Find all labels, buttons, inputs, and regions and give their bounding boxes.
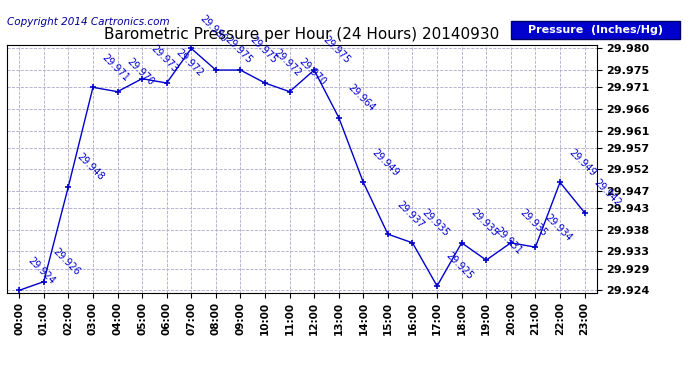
Text: 29.973: 29.973 bbox=[149, 44, 180, 75]
Text: 29.931: 29.931 bbox=[493, 225, 524, 256]
Text: 29.980: 29.980 bbox=[198, 13, 229, 44]
Text: 29.942: 29.942 bbox=[591, 177, 622, 209]
Text: 29.937: 29.937 bbox=[395, 199, 426, 230]
Text: 29.935: 29.935 bbox=[469, 208, 500, 238]
Text: 29.925: 29.925 bbox=[444, 251, 475, 282]
Text: 29.924: 29.924 bbox=[26, 255, 57, 286]
Text: 29.948: 29.948 bbox=[75, 152, 106, 183]
Text: Pressure  (Inches/Hg): Pressure (Inches/Hg) bbox=[528, 25, 662, 35]
Text: 29.972: 29.972 bbox=[272, 48, 303, 79]
Text: 29.975: 29.975 bbox=[321, 35, 352, 66]
Title: Barometric Pressure per Hour (24 Hours) 20140930: Barometric Pressure per Hour (24 Hours) … bbox=[104, 27, 500, 42]
Text: 29.934: 29.934 bbox=[542, 212, 573, 243]
Text: Copyright 2014 Cartronics.com: Copyright 2014 Cartronics.com bbox=[7, 17, 170, 27]
Text: 29.964: 29.964 bbox=[346, 82, 377, 113]
Text: 29.972: 29.972 bbox=[174, 48, 205, 79]
Text: 29.935: 29.935 bbox=[518, 208, 549, 238]
Text: 29.970: 29.970 bbox=[124, 57, 155, 87]
Text: 29.949: 29.949 bbox=[371, 147, 401, 178]
Text: 29.926: 29.926 bbox=[51, 246, 81, 278]
Text: 29.949: 29.949 bbox=[567, 147, 598, 178]
Text: 29.935: 29.935 bbox=[420, 208, 451, 238]
Text: 29.970: 29.970 bbox=[297, 57, 328, 87]
Text: 29.975: 29.975 bbox=[248, 35, 279, 66]
Text: 29.971: 29.971 bbox=[100, 52, 131, 83]
Text: 29.975: 29.975 bbox=[223, 35, 254, 66]
